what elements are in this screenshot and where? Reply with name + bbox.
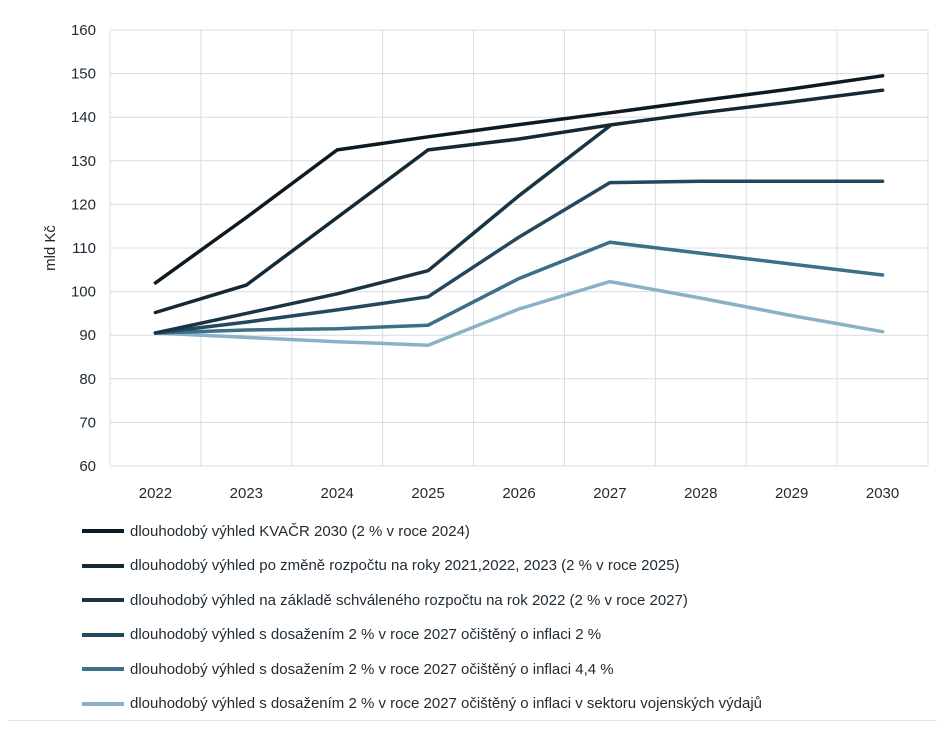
legend-label: dlouhodobý výhled s dosažením 2 % v roce… — [130, 695, 763, 713]
x-tick-label: 2025 — [411, 485, 444, 502]
y-tick-label: 160 — [71, 22, 96, 39]
x-tick-label: 2029 — [775, 485, 808, 502]
frame-bottom-border — [8, 720, 937, 721]
y-axis-ticks: 60 70 80 90 100 110 120 130 140 150 160 — [71, 22, 96, 475]
x-tick-label: 2028 — [684, 485, 717, 502]
series-line-2 — [153, 88, 885, 315]
legend-swatch — [82, 667, 124, 672]
legend-item: dlouhodobý výhled na základě schváleného… — [82, 583, 932, 618]
y-tick-label: 150 — [71, 66, 96, 83]
y-tick-label: 70 — [79, 414, 96, 431]
x-tick-label: 2026 — [502, 485, 535, 502]
legend-swatch — [82, 701, 124, 706]
legend-item: dlouhodobý výhled s dosažením 2 % v roce… — [82, 618, 932, 653]
series-line-3 — [153, 124, 612, 335]
y-tick-label: 80 — [79, 371, 96, 388]
legend-swatch — [82, 632, 124, 637]
series-line-5 — [153, 240, 885, 335]
y-tick-label: 60 — [79, 458, 96, 475]
x-tick-label: 2027 — [593, 485, 626, 502]
y-tick-label: 120 — [71, 196, 96, 213]
series-lines — [153, 74, 885, 347]
x-tick-label: 2030 — [866, 485, 899, 502]
legend-label: dlouhodobý výhled s dosažením 2 % v roce… — [130, 626, 602, 644]
x-axis-ticks: 2022 2023 2024 2025 2026 2027 2028 2029 2030 — [139, 485, 899, 502]
series-line-1 — [153, 74, 885, 285]
y-tick-label: 90 — [79, 327, 96, 344]
x-tick-label: 2022 — [139, 485, 172, 502]
legend-label: dlouhodobý výhled KVAČR 2030 (2 % v roce… — [130, 522, 470, 540]
y-axis-title: mld Kč — [42, 225, 59, 271]
y-tick-label: 140 — [71, 109, 96, 126]
legend-item: dlouhodobý výhled s dosažením 2 % v roce… — [82, 687, 932, 722]
x-tick-label: 2023 — [230, 485, 263, 502]
legend-item: dlouhodobý výhled po změně rozpočtu na r… — [82, 549, 932, 584]
legend-swatch — [82, 529, 124, 534]
legend-label: dlouhodobý výhled po změně rozpočtu na r… — [130, 557, 680, 575]
series-line-4 — [153, 179, 885, 335]
x-tick-label: 2024 — [321, 485, 354, 502]
legend-item: dlouhodobý výhled s dosažením 2 % v roce… — [82, 652, 932, 687]
legend: dlouhodobý výhled KVAČR 2030 (2 % v roce… — [82, 514, 932, 721]
y-tick-label: 130 — [71, 153, 96, 170]
y-tick-label: 110 — [72, 240, 96, 257]
gridlines — [109, 29, 929, 467]
y-tick-label: 100 — [71, 284, 96, 301]
legend-item: dlouhodobý výhled KVAČR 2030 (2 % v roce… — [82, 514, 932, 549]
legend-swatch — [82, 563, 124, 568]
legend-label: dlouhodobý výhled na základě schváleného… — [130, 591, 688, 609]
series-line-6 — [153, 279, 885, 347]
legend-label: dlouhodobý výhled s dosažením 2 % v roce… — [130, 660, 614, 678]
legend-swatch — [82, 598, 124, 603]
